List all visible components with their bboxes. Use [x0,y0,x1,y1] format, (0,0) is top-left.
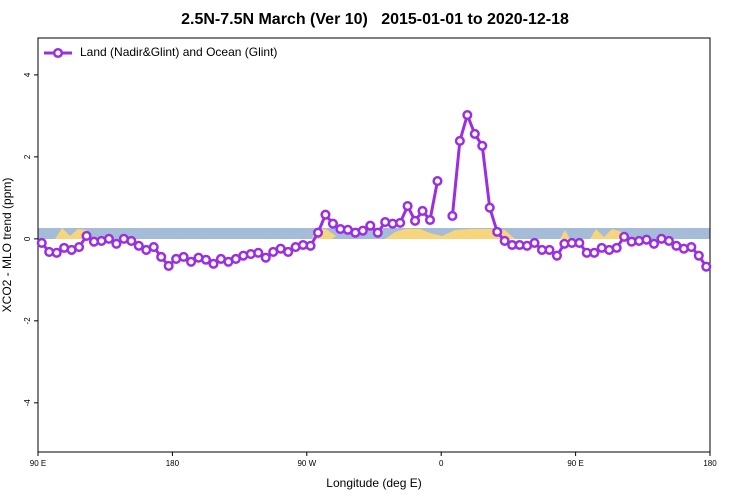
data-point [148,241,159,253]
x-tick-label: 180 [166,459,180,468]
x-tick-label: 0 [439,459,444,468]
data-point [477,140,488,151]
data-point [574,237,585,249]
x-tick-label: 90 E [30,459,46,468]
y-axis-label: XCO2 - MLO trend (ppm) [0,178,14,313]
data-point [208,258,219,269]
data-point [327,218,338,229]
data-point [701,261,712,272]
x-tick-label: 180 [703,459,717,468]
data-point [260,252,271,263]
y-tick-label: 4 [23,72,32,77]
data-point [283,246,294,258]
x-axis-label: Longitude (deg E) [326,476,421,490]
data-point [641,234,652,245]
data-point [619,231,630,242]
data-point [36,237,47,249]
data-point [492,226,503,237]
data-point [365,220,376,231]
legend-marker [52,47,64,59]
data-point [693,250,704,261]
data-point [357,225,368,236]
data-point [551,250,562,261]
data-point [186,256,197,267]
data-point [200,254,212,265]
data-point [320,209,331,220]
data-point [447,210,458,221]
data-point [462,110,473,121]
data-point [589,247,600,258]
data-point [499,235,510,246]
chart-title: 2.5N-7.5N March (Ver 10) 2015-01-01 to 2… [181,11,569,28]
data-point [178,251,189,262]
land [590,229,628,239]
land [385,229,515,239]
data-point [253,247,264,258]
data-point [163,260,174,271]
data-point [648,238,660,249]
data-point [395,217,406,228]
data-point [51,247,62,258]
y-tick-label: -4 [23,399,32,407]
data-point [312,227,324,238]
data-point [484,202,495,213]
x-tick-label: 90 W [297,459,316,468]
data-point [454,135,465,146]
y-tick-label: 2 [23,154,32,159]
data-point [103,233,114,244]
data-point [372,227,383,238]
data-point [469,128,480,139]
data-point [410,215,421,226]
data-point [133,240,144,251]
legend-label: Land (Nadir&Glint) and Ocean (Glint) [80,45,277,59]
data-point [424,214,436,226]
data-point [156,251,167,262]
data-point [417,205,428,217]
data-point [126,235,137,246]
data-point [402,201,413,212]
data-point [529,237,540,249]
data-point [663,235,674,246]
x-tick-label: 90 E [567,459,583,468]
data-point [305,240,316,251]
data-point [81,230,92,242]
data-point [111,238,122,249]
data-point [686,241,697,253]
y-tick-label: 0 [23,236,32,241]
data-point [432,176,443,187]
land [560,230,570,239]
data-point [74,241,85,253]
y-tick-label: -2 [23,317,32,325]
data-point [611,242,622,253]
data-point [544,244,555,255]
